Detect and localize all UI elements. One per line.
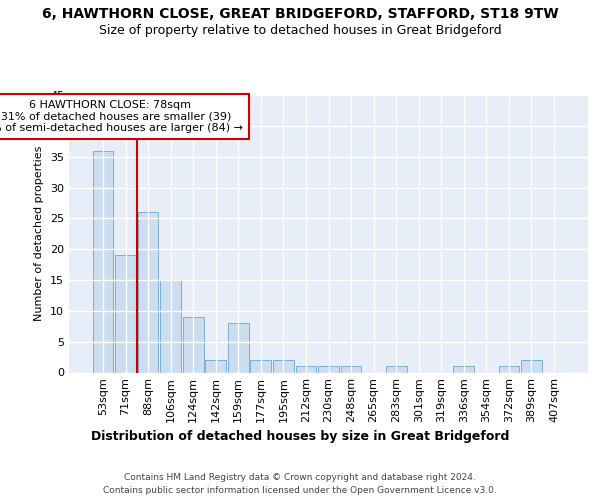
Bar — [228, 323, 248, 372]
Bar — [205, 360, 226, 372]
Bar — [137, 212, 158, 372]
Bar — [183, 317, 203, 372]
Bar — [318, 366, 339, 372]
Text: 6 HAWTHORN CLOSE: 78sqm
← 31% of detached houses are smaller (39)
67% of semi-de: 6 HAWTHORN CLOSE: 78sqm ← 31% of detache… — [0, 100, 243, 133]
Bar — [499, 366, 520, 372]
Text: Distribution of detached houses by size in Great Bridgeford: Distribution of detached houses by size … — [91, 430, 509, 443]
Bar — [92, 150, 113, 372]
Text: 6, HAWTHORN CLOSE, GREAT BRIDGEFORD, STAFFORD, ST18 9TW: 6, HAWTHORN CLOSE, GREAT BRIDGEFORD, STA… — [41, 8, 559, 22]
Bar — [250, 360, 271, 372]
Bar — [115, 256, 136, 372]
Text: Contains public sector information licensed under the Open Government Licence v3: Contains public sector information licen… — [103, 486, 497, 495]
Bar — [160, 280, 181, 372]
Text: Size of property relative to detached houses in Great Bridgeford: Size of property relative to detached ho… — [98, 24, 502, 37]
Bar — [521, 360, 542, 372]
Bar — [386, 366, 407, 372]
Bar — [454, 366, 474, 372]
Bar — [273, 360, 294, 372]
Text: Contains HM Land Registry data © Crown copyright and database right 2024.: Contains HM Land Registry data © Crown c… — [124, 472, 476, 482]
Bar — [341, 366, 361, 372]
Y-axis label: Number of detached properties: Number of detached properties — [34, 146, 44, 322]
Bar — [296, 366, 316, 372]
